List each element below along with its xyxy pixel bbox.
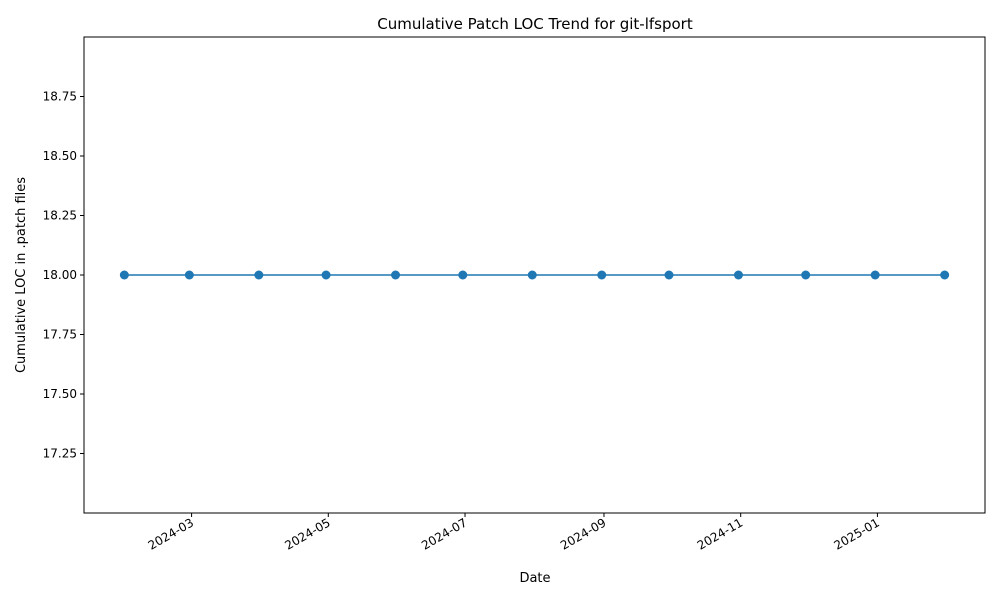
plot-area-frame xyxy=(83,36,986,514)
x-axis-label: Date xyxy=(519,571,550,586)
data-point xyxy=(664,270,674,280)
y-axis-label: Cumulative LOC in .patch files xyxy=(14,177,29,373)
y-tick-label: 18.00 xyxy=(43,268,77,282)
data-point xyxy=(597,270,607,280)
x-axis-ticks: 2024-03 2024-05 2024-07 2024-09 2024-11 2025-… xyxy=(146,513,882,553)
y-tick-label: 18.25 xyxy=(43,209,77,223)
x-tick-label: 2024-03 xyxy=(146,515,196,552)
y-tick-label: 17.50 xyxy=(43,387,77,401)
data-point xyxy=(254,270,264,280)
y-tick-label: 17.25 xyxy=(43,447,77,461)
data-point xyxy=(119,270,129,280)
data-point xyxy=(870,270,880,280)
y-tick-label: 18.50 xyxy=(43,149,77,163)
data-point xyxy=(527,270,537,280)
data-point xyxy=(321,270,331,280)
x-tick-label: 2025-01 xyxy=(831,515,881,552)
x-tick-label: 2024-07 xyxy=(419,515,469,552)
x-tick-label: 2024-09 xyxy=(558,515,608,552)
data-point xyxy=(940,270,950,280)
data-point xyxy=(458,270,468,280)
x-tick-label: 2024-05 xyxy=(282,515,332,552)
data-point xyxy=(801,270,811,280)
x-tick-label: 2024-11 xyxy=(695,515,745,552)
y-axis-ticks: 17.25 17.50 17.75 18.00 18.25 18.50 18.75 xyxy=(43,90,84,461)
data-point xyxy=(184,270,194,280)
chart-title: Cumulative Patch LOC Trend for git-lfspo… xyxy=(377,15,693,33)
data-point xyxy=(391,270,401,280)
y-tick-label: 17.75 xyxy=(43,328,77,342)
y-tick-label: 18.75 xyxy=(43,90,77,104)
series-layer xyxy=(119,270,950,280)
data-point xyxy=(733,270,743,280)
